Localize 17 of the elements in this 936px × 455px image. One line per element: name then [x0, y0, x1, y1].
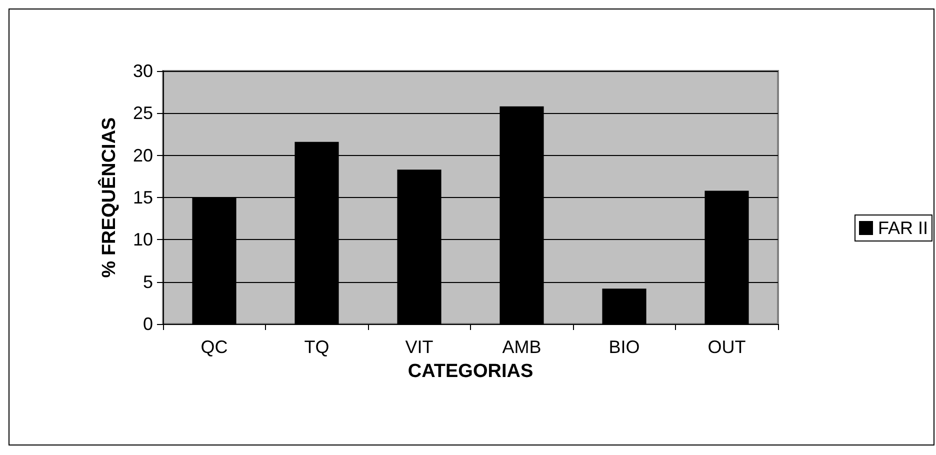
x-tick-label: TQ — [304, 337, 330, 357]
y-tick-label: 10 — [132, 230, 153, 250]
y-tick-label: 5 — [142, 272, 153, 292]
y-tick-label: 0 — [142, 314, 153, 334]
y-tick-label: 15 — [132, 188, 153, 208]
x-tick-label: QC — [200, 337, 228, 357]
legend-label: FAR II — [878, 218, 928, 238]
y-tick-label: 30 — [132, 61, 153, 81]
y-tick-label: 25 — [132, 103, 153, 124]
x-tick-label: VIT — [405, 337, 434, 357]
y-tick-label: 20 — [132, 145, 153, 166]
y-axis-title: % FREQUÊNCIAS — [97, 117, 120, 278]
x-tick-label: AMB — [502, 337, 542, 357]
x-tick-label: OUT — [708, 337, 746, 357]
x-tick-label: BIO — [608, 337, 640, 357]
bar — [602, 288, 646, 324]
x-axis-title: CATEGORIAS — [408, 361, 534, 382]
